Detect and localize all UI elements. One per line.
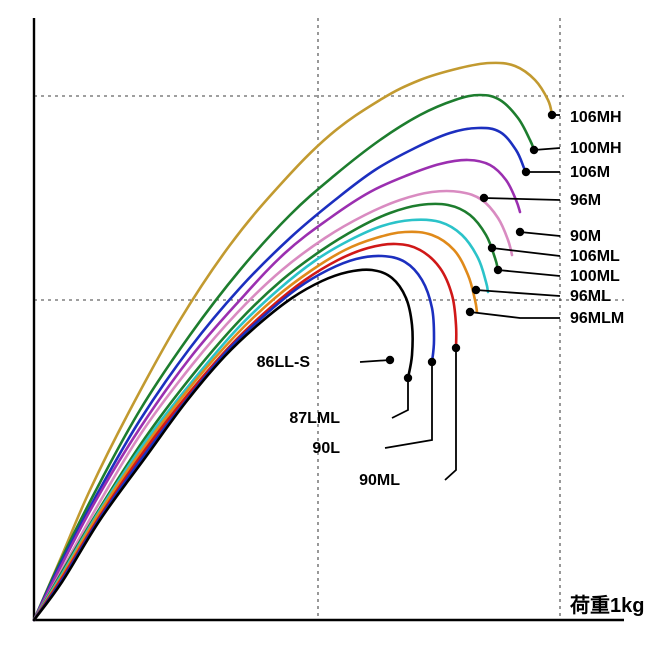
- rod-load-curve-chart: 106MH 100MH 106M 96M 90M 106ML 100ML 96ML 96MLM 9…: [0, 0, 655, 655]
- label-87LML: 87LML: [289, 410, 340, 427]
- label-86LL-S: 86LL-S: [257, 354, 311, 371]
- chart-svg: 106MH 100MH 106M 96M 90M 106ML 100ML 96ML 96MLM 9…: [0, 0, 655, 655]
- label-96MLM: 96MLM: [570, 310, 624, 327]
- chart-bg: [0, 0, 655, 655]
- label-90L: 90L: [312, 440, 340, 457]
- label-106MH: 106MH: [570, 109, 622, 126]
- label-100MH: 100MH: [570, 140, 622, 157]
- label-96M: 96M: [570, 192, 601, 209]
- label-100ML: 100ML: [570, 268, 620, 285]
- axis-label: 荷重1kg: [570, 593, 644, 617]
- label-90ML: 90ML: [359, 472, 400, 489]
- label-106ML: 106ML: [570, 248, 620, 265]
- label-90M: 90M: [570, 228, 601, 245]
- label-96ML: 96ML: [570, 288, 611, 305]
- label-106M: 106M: [570, 164, 610, 181]
